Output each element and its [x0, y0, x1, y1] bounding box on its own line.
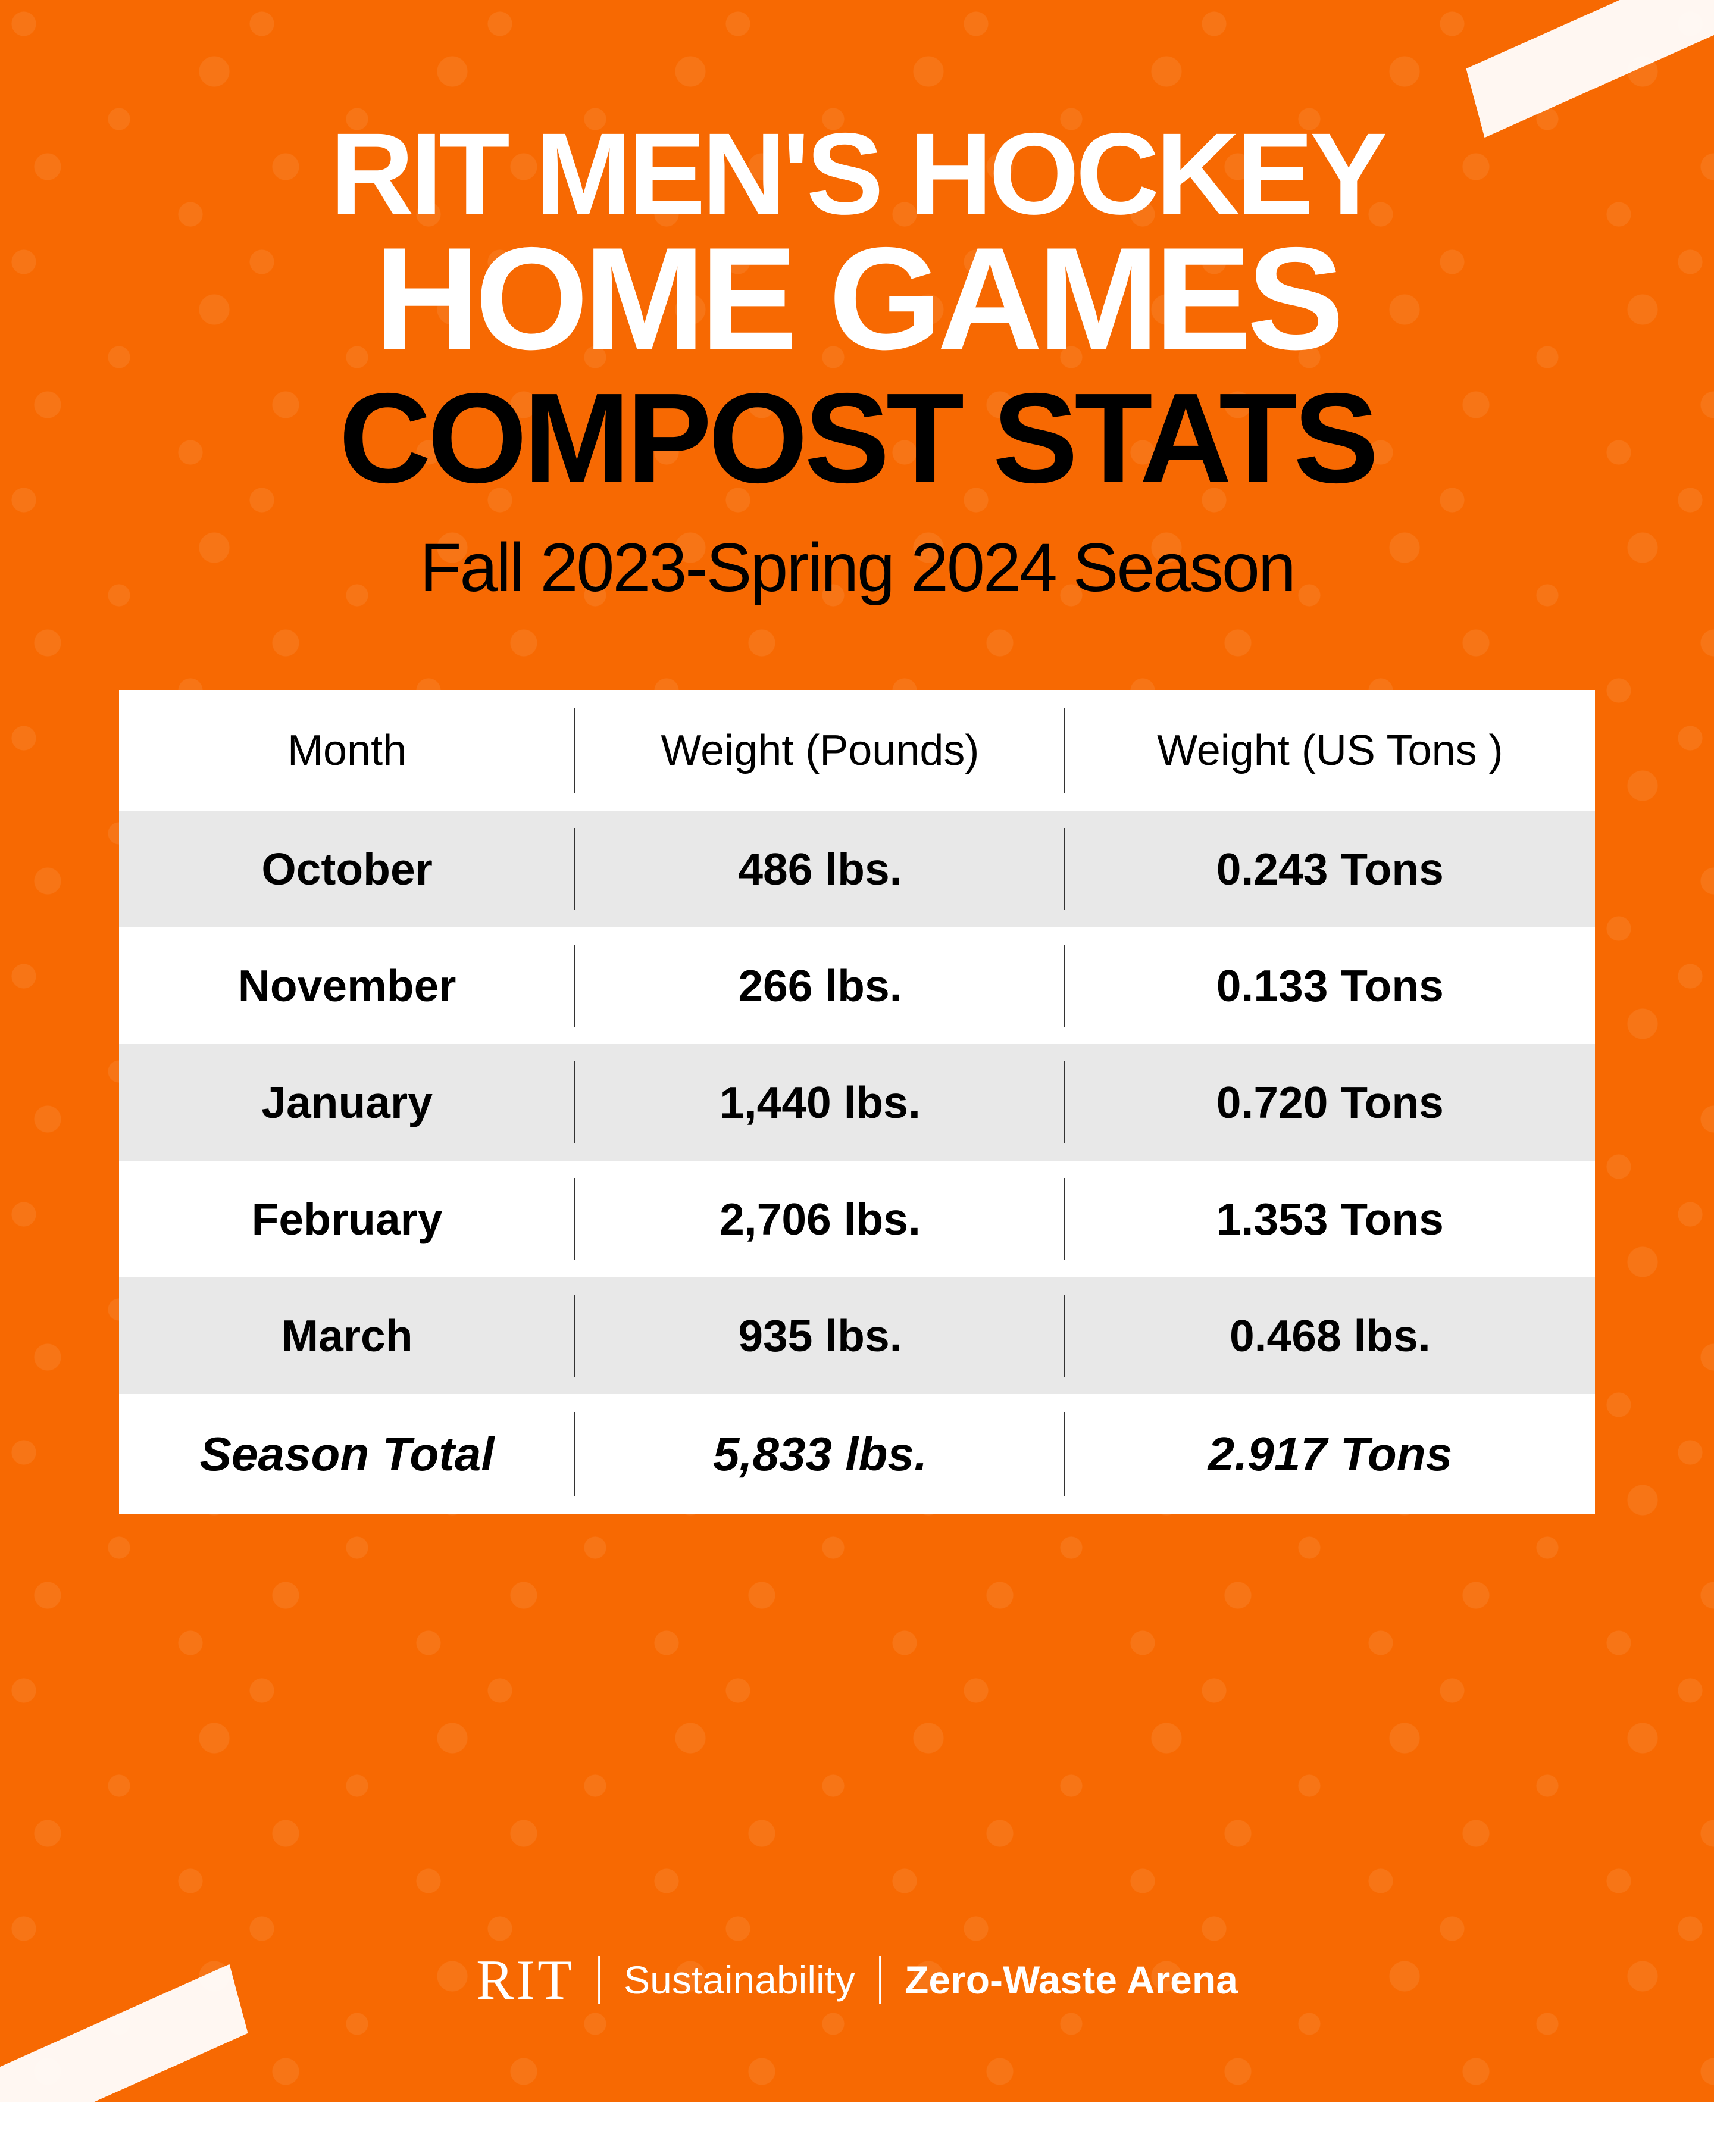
cell-month: January — [119, 1044, 575, 1161]
cell-tons: 0.133 Tons — [1065, 927, 1595, 1044]
brush-decoration-top — [1454, 0, 1714, 138]
title-line-1: RIT MEN'S HOCKEY — [330, 119, 1384, 229]
cell-tons: 0.243 Tons — [1065, 811, 1595, 927]
column-header-pounds: Weight (Pounds) — [575, 690, 1065, 811]
cell-pounds: 486 lbs. — [575, 811, 1065, 927]
table-header-row: Month Weight (Pounds) Weight (US Tons ) — [119, 690, 1595, 811]
title-line-3: COMPOST STATS — [330, 374, 1384, 502]
cell-total-pounds: 5,833 lbs. — [575, 1394, 1065, 1514]
header-section: RIT MEN'S HOCKEY HOME GAMES COMPOST STAT… — [330, 119, 1384, 607]
table-total-row: Season Total 5,833 lbs. 2.917 Tons — [119, 1394, 1595, 1514]
cell-pounds: 2,706 lbs. — [575, 1161, 1065, 1277]
table-row: March 935 lbs. 0.468 lbs. — [119, 1277, 1595, 1394]
cell-tons: 0.720 Tons — [1065, 1044, 1595, 1161]
footer-section: RIT Sustainability Zero-Waste Arena — [476, 1947, 1238, 2013]
cell-tons: 0.468 lbs. — [1065, 1277, 1595, 1394]
cell-month: October — [119, 811, 575, 927]
stats-table-container: Month Weight (Pounds) Weight (US Tons ) … — [119, 690, 1595, 1514]
table-row: November 266 lbs. 0.133 Tons — [119, 927, 1595, 1044]
rit-logo: RIT — [476, 1947, 574, 2013]
cell-pounds: 1,440 lbs. — [575, 1044, 1065, 1161]
footer-divider-1 — [598, 1956, 600, 2004]
footer-divider-2 — [879, 1956, 881, 2004]
column-header-month: Month — [119, 690, 575, 811]
cell-month: February — [119, 1161, 575, 1277]
table-row: February 2,706 lbs. 1.353 Tons — [119, 1161, 1595, 1277]
stats-table: Month Weight (Pounds) Weight (US Tons ) … — [119, 690, 1595, 1514]
cell-pounds: 266 lbs. — [575, 927, 1065, 1044]
column-header-tons: Weight (US Tons ) — [1065, 690, 1595, 811]
footer-sustainability: Sustainability — [624, 1957, 855, 2002]
cell-month: March — [119, 1277, 575, 1394]
brush-decoration-bottom — [0, 1964, 260, 2156]
infographic-poster: RIT MEN'S HOCKEY HOME GAMES COMPOST STAT… — [0, 0, 1714, 2102]
table-row: January 1,440 lbs. 0.720 Tons — [119, 1044, 1595, 1161]
cell-total-tons: 2.917 Tons — [1065, 1394, 1595, 1514]
subtitle: Fall 2023-Spring 2024 Season — [330, 529, 1384, 607]
cell-total-label: Season Total — [119, 1394, 575, 1514]
table-row: October 486 lbs. 0.243 Tons — [119, 811, 1595, 927]
cell-tons: 1.353 Tons — [1065, 1161, 1595, 1277]
footer-arena: Zero-Waste Arena — [905, 1957, 1238, 2002]
cell-month: November — [119, 927, 575, 1044]
title-line-2: HOME GAMES — [330, 229, 1384, 368]
cell-pounds: 935 lbs. — [575, 1277, 1065, 1394]
